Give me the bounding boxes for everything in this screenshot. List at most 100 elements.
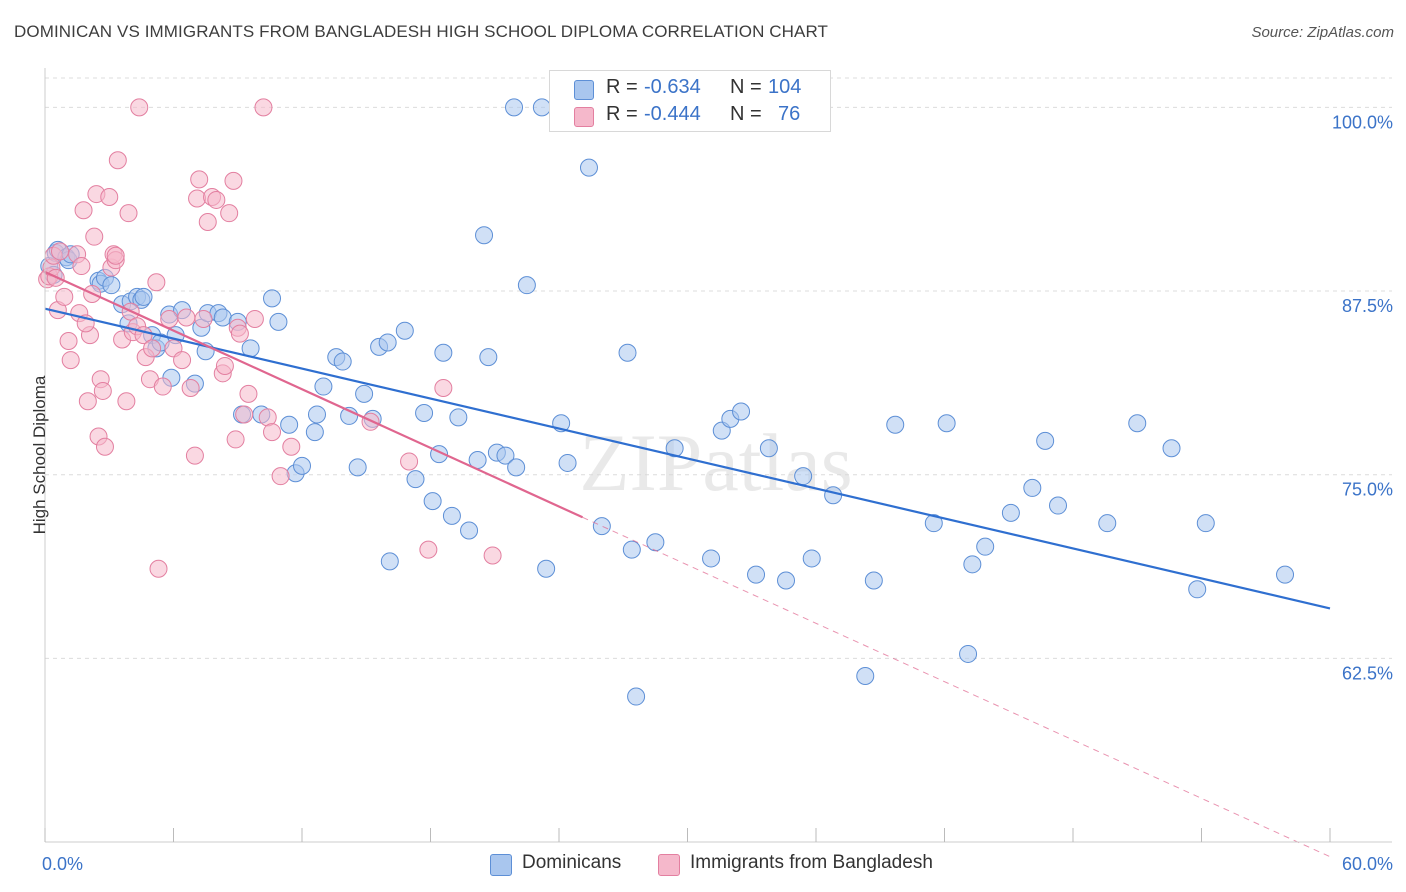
dominicans-point (1188, 580, 1207, 599)
dominicans-point (579, 158, 598, 177)
dominicans-point (963, 555, 982, 574)
dominicans-point (856, 666, 875, 685)
legend-n-value: 104 (768, 76, 802, 98)
dominicans-point (794, 467, 813, 486)
dominicans-point (1128, 414, 1147, 433)
dominicans-point (1196, 514, 1215, 533)
legend-swatch-blue (490, 854, 512, 876)
bangladesh-point (188, 189, 207, 208)
legend-swatch-pink (574, 107, 594, 127)
bangladesh-point (119, 204, 138, 223)
dominicans-point (213, 308, 232, 327)
bangladesh-point (130, 98, 149, 117)
legend-r-label: R = (606, 103, 638, 125)
bangladesh-point (147, 273, 166, 292)
bangladesh-point (93, 381, 112, 400)
dominicans-point (307, 405, 326, 424)
bangladesh-point (61, 351, 80, 370)
bangladesh-point (50, 242, 69, 261)
bangladesh-point (108, 151, 127, 170)
bangladesh-point (419, 540, 438, 559)
bangladesh-point (74, 201, 93, 220)
dominicans-point (479, 348, 498, 367)
dominicans-point (263, 289, 282, 308)
dominicans-point (924, 514, 943, 533)
dominicans-point (702, 549, 721, 568)
bangladesh-point (153, 377, 172, 396)
bangladesh-point (220, 204, 239, 223)
dominicans-point (937, 414, 956, 433)
dominicans-point (747, 565, 766, 584)
legend-n-label: N = (730, 103, 762, 125)
legend-item-label: Dominicans (522, 852, 622, 873)
bangladesh-point (235, 405, 254, 424)
dominicans-point (293, 456, 311, 475)
dominicans-point (449, 408, 468, 427)
dominicans-point (102, 276, 121, 295)
bangladesh-point (215, 356, 234, 375)
bangladesh-point (85, 227, 104, 246)
bangladesh-point (117, 392, 136, 411)
bangladesh-point (400, 452, 419, 471)
bangladesh-point (226, 430, 245, 449)
bangladesh-point (173, 351, 192, 370)
dominicans-point (423, 492, 442, 511)
bangladesh-point (282, 437, 301, 456)
bangladesh-point (239, 384, 258, 403)
y-tick-label: 62.5% (1342, 663, 1393, 683)
bangladesh-point (149, 559, 168, 578)
y-axis-label: High School Diploma (30, 375, 49, 535)
dominicans-point (134, 287, 153, 306)
y-tick-label: 87.5% (1342, 296, 1393, 316)
dominicans-point (415, 403, 434, 422)
dominicans-point (507, 458, 526, 477)
dominicans-point (759, 439, 778, 458)
dominicans-point (558, 453, 577, 472)
dominicans-point (314, 377, 333, 396)
bangladesh-point (190, 170, 209, 189)
bangladesh-point (207, 190, 226, 209)
dominicans-point (802, 549, 821, 568)
dominicans-point (348, 458, 367, 477)
dominicans-point (333, 352, 352, 371)
dominicans-point (280, 415, 299, 434)
legend-r-label: R = (606, 76, 638, 98)
x-tick-label: 60.0% (1342, 854, 1393, 874)
bangladesh-point (181, 379, 200, 398)
bangladesh-point (177, 308, 196, 327)
legend-swatch-pink (658, 854, 680, 876)
dominicans-point (864, 571, 883, 590)
bangladesh-point (185, 446, 204, 465)
dominicans-point (442, 506, 461, 525)
dominicans-point (1276, 565, 1295, 584)
y-tick-label: 100.0% (1332, 112, 1393, 132)
dominicans-point (475, 226, 494, 245)
dominicans-point (646, 533, 665, 552)
points-layer (38, 98, 1295, 706)
dominicans-point (618, 343, 637, 362)
bangladesh-trendline-extension (582, 516, 1331, 858)
dominicans-point (434, 343, 453, 362)
dominicans-point (777, 571, 796, 590)
bangladesh-point (198, 212, 217, 231)
dominicans-point (460, 521, 479, 540)
dominicans-point (269, 312, 288, 331)
dominicans-point (1162, 439, 1181, 458)
dominicans-point (1098, 514, 1117, 533)
legend-swatch-blue (574, 80, 594, 100)
dominicans-point (627, 687, 646, 706)
dominicans-point (537, 559, 556, 578)
dominicans-point (496, 446, 515, 465)
bangladesh-point (483, 546, 502, 565)
bangladesh-point (194, 309, 213, 328)
dominicans-point (592, 517, 611, 536)
bangladesh-point (95, 437, 114, 456)
dominicans-point (406, 470, 425, 489)
legend-r-value: -0.444 (644, 103, 701, 125)
y-tick-label: 75.0% (1342, 480, 1393, 500)
axis-layer: 62.5% 75.0% 87.5% 100.0% 0.0% 60.0% (42, 68, 1393, 874)
bangladesh-point (271, 467, 290, 486)
dominicans-point (886, 415, 905, 434)
bangladesh-point (100, 188, 119, 207)
